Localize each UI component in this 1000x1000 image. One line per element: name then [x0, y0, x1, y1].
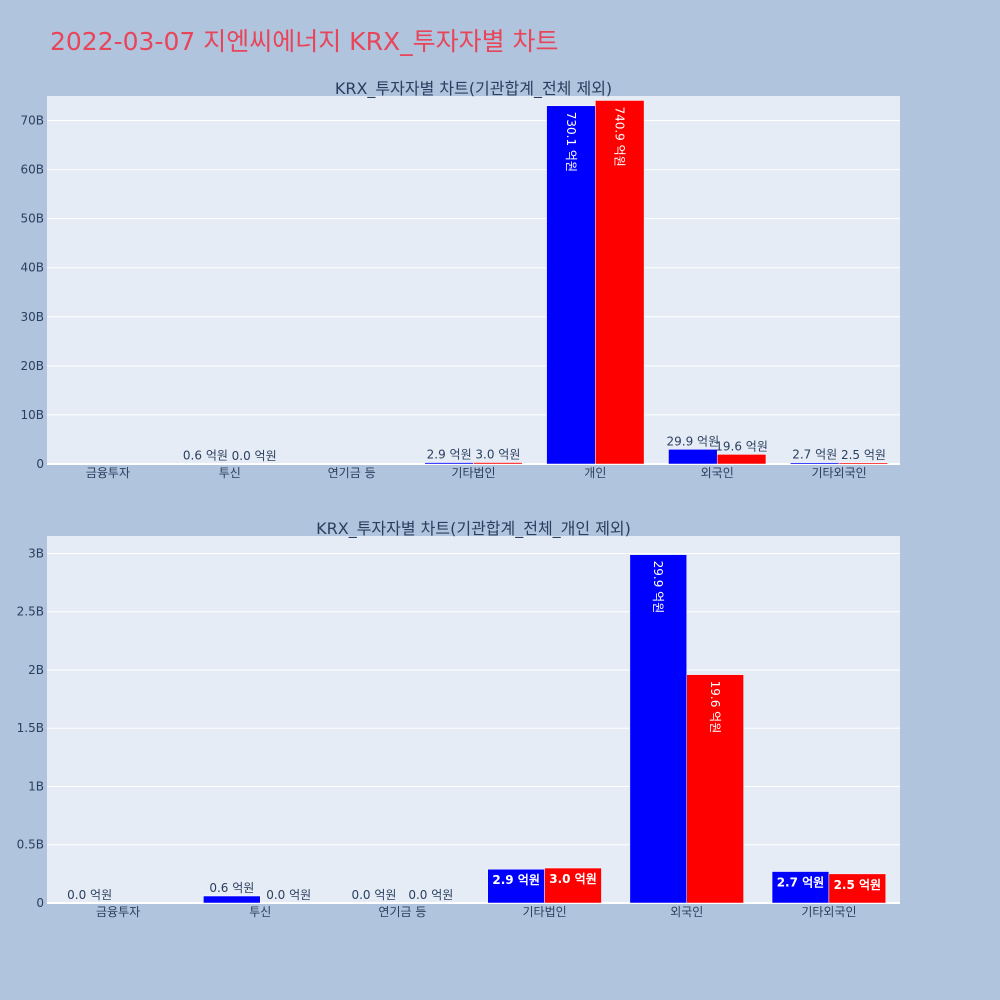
y-tick-label: 1.5B	[17, 721, 44, 735]
x-tick-label: 외국인	[701, 466, 734, 480]
y-tick-label: 40B	[20, 261, 44, 275]
x-tick-label: 기타외국인	[801, 905, 856, 919]
buy-bar	[203, 895, 261, 904]
data-label: 2.7 억원	[777, 876, 825, 890]
x-tick-label: 금융투자	[86, 466, 130, 480]
data-label: 0.6 억원	[209, 881, 254, 895]
y-tick-label: 60B	[20, 163, 44, 177]
data-label: 0.0 억원	[351, 888, 396, 902]
plot-area	[47, 536, 900, 903]
data-label: 2.9 억원	[492, 873, 540, 887]
y-tick-label: 0	[36, 457, 44, 471]
y-tick-label: 2B	[28, 663, 44, 677]
chart-title: KRX_투자자별 차트(기관합계_전체 제외)	[335, 79, 612, 99]
y-tick-label: 70B	[20, 114, 44, 128]
data-label: 740.9 억원	[613, 106, 627, 166]
x-tick-label: 투신	[219, 466, 241, 480]
x-tick-label: 기타법인	[522, 905, 566, 919]
data-label: 0.0 억원	[67, 888, 112, 902]
x-tick-label: 외국인	[670, 905, 703, 919]
sell-bar	[838, 462, 889, 465]
y-tick-label: 3B	[28, 546, 44, 560]
chart-1: 0 10B 20B 30B 40B 50B 60B 70B KRX_투자자별 차트(기관합계_전…	[20, 79, 900, 480]
chart-2: 0 0.5B 1B 1.5B 2B 2.5B 3B KRX_투자자별 차트(기관합계_전체_개…	[17, 519, 900, 919]
data-label: 2.5 억원	[834, 878, 882, 892]
data-label: 29.9 억원	[651, 561, 665, 614]
data-label: 2.9 억원	[427, 448, 472, 462]
sell-bar	[828, 873, 887, 904]
y-tick-label: 50B	[20, 212, 44, 226]
y-tick-label: 1B	[28, 779, 44, 793]
data-label: 29.9 억원	[667, 434, 720, 448]
data-label: 19.6 억원	[715, 439, 768, 453]
x-tick-label: 투신	[249, 905, 271, 919]
buy-bar	[668, 449, 718, 465]
data-label: 0.6 억원	[183, 449, 228, 463]
sell-bar	[686, 674, 744, 904]
chart-title: KRX_투자자별 차트(기관합계_전체_개인 제외)	[316, 519, 631, 539]
data-label: 19.6 억원	[708, 681, 722, 734]
sell-bar	[544, 867, 602, 904]
data-label: 0.0 억원	[266, 888, 311, 902]
y-tick-label: 10B	[20, 408, 44, 422]
data-label: 0.0 억원	[408, 888, 453, 902]
buy-bar	[771, 871, 830, 904]
plot-area	[47, 96, 900, 464]
buy-bar	[487, 868, 545, 904]
page-title: 2022-03-07 지엔씨에너지 KRX_투자자별 차트	[50, 27, 559, 56]
buy-bar	[546, 105, 596, 465]
sell-bar	[473, 462, 523, 465]
buy-bar	[424, 462, 474, 465]
x-tick-label: 기타법인	[451, 466, 495, 480]
x-tick-label: 기타외국인	[811, 466, 866, 480]
x-tick-label: 개인	[584, 466, 606, 480]
buy-bar	[790, 462, 840, 465]
x-tick-label: 금융투자	[96, 905, 140, 919]
y-tick-label: 0.5B	[17, 838, 44, 852]
x-tick-label: 연기금 등	[378, 905, 426, 919]
y-tick-label: 2.5B	[17, 605, 44, 619]
y-tick-label: 20B	[20, 359, 44, 373]
x-tick-label: 연기금 등	[328, 466, 376, 480]
data-label: 730.1 억원	[564, 112, 578, 172]
data-label: 0.0 억원	[232, 449, 277, 463]
y-tick-label: 0	[36, 896, 44, 910]
data-label: 2.7 억원	[792, 448, 837, 462]
y-tick-label: 30B	[20, 310, 44, 324]
data-label: 3.0 억원	[475, 448, 520, 462]
sell-bar	[716, 454, 767, 465]
data-label: 2.5 억원	[841, 448, 886, 462]
data-label: 3.0 억원	[549, 872, 597, 886]
sell-bar	[595, 100, 645, 465]
